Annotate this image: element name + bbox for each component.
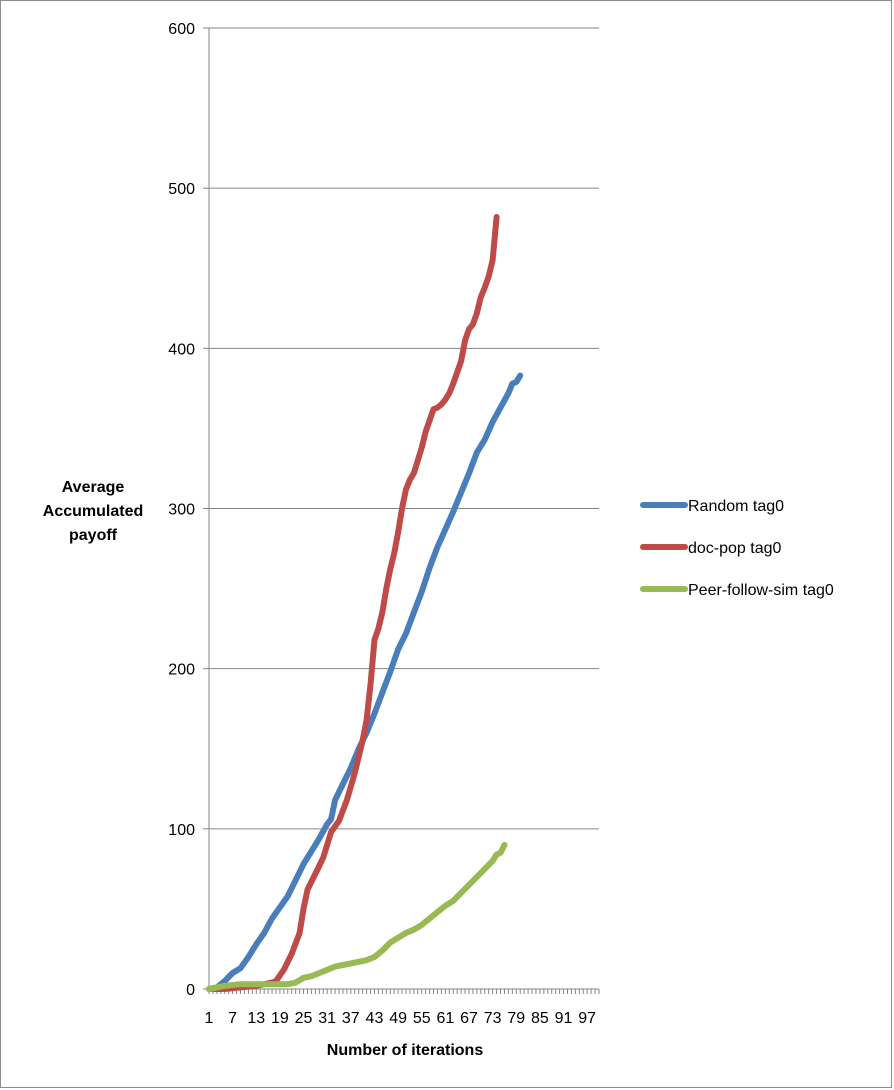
series-line-1 — [206, 214, 500, 992]
x-tick-label-25: 25 — [295, 1010, 313, 1027]
x-tick-label-43: 43 — [366, 1010, 384, 1027]
y-tick-label-300: 300 — [168, 502, 195, 519]
x-tick-label-67: 67 — [460, 1010, 478, 1027]
legend-label-random: Random tag0 — [688, 498, 784, 515]
series-lines — [206, 214, 524, 992]
x-tick-label-55: 55 — [413, 1010, 431, 1027]
y-tick-label-0: 0 — [186, 982, 195, 999]
x-tick-label-37: 37 — [342, 1010, 360, 1027]
y-tick-labels: 0 100 200 300 400 500 600 — [168, 21, 209, 999]
x-tick-label-61: 61 — [436, 1010, 454, 1027]
x-tick-label-85: 85 — [531, 1010, 549, 1027]
y-axis-title-line3: payoff — [69, 527, 118, 544]
y-tick-label-500: 500 — [168, 181, 195, 198]
y-tick-label-100: 100 — [168, 822, 195, 839]
x-tick-label-79: 79 — [507, 1010, 525, 1027]
series-line-2 — [206, 841, 508, 992]
legend-label-peer-follow: Peer-follow-sim tag0 — [688, 582, 834, 599]
x-tick-labels: 1 7 13 19 25 31 37 43 49 55 61 67 73 79 85 91 97 — [205, 989, 600, 1027]
x-tick-label-7: 7 — [228, 1010, 237, 1027]
gridlines — [209, 27, 599, 830]
x-tick-label-49: 49 — [389, 1010, 407, 1027]
y-tick-label-400: 400 — [168, 341, 195, 358]
series-line-0 — [206, 372, 524, 992]
y-tick-label-600: 600 — [168, 21, 195, 38]
legend: Random tag0 doc-pop tag0 Peer-follow-sim… — [640, 498, 834, 599]
x-tick-label-13: 13 — [247, 1010, 265, 1027]
x-axis-title: Number of iterations — [327, 1042, 484, 1059]
x-tick-label-19: 19 — [271, 1010, 289, 1027]
x-tick-label-97: 97 — [578, 1010, 596, 1027]
y-axis-title-line1: Average — [62, 479, 125, 496]
x-tick-label-91: 91 — [555, 1010, 573, 1027]
y-axis-title-line2: Accumulated — [43, 503, 143, 520]
x-tick-label-31: 31 — [318, 1010, 336, 1027]
x-tick-label-73: 73 — [484, 1010, 502, 1027]
y-tick-label-200: 200 — [168, 662, 195, 679]
legend-label-doc-pop: doc-pop tag0 — [688, 540, 782, 557]
x-tick-label-1: 1 — [205, 1010, 214, 1027]
